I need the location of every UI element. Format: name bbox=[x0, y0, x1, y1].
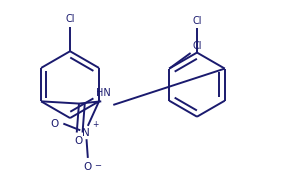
Text: O: O bbox=[51, 119, 59, 129]
Text: O: O bbox=[74, 136, 83, 146]
Text: O: O bbox=[84, 162, 92, 172]
Text: −: − bbox=[94, 161, 101, 170]
Text: Cl: Cl bbox=[192, 16, 202, 26]
Text: Cl: Cl bbox=[65, 15, 75, 24]
Text: N: N bbox=[82, 128, 89, 138]
Text: Cl: Cl bbox=[193, 41, 202, 51]
Text: +: + bbox=[92, 120, 99, 129]
Text: HN: HN bbox=[96, 88, 111, 98]
